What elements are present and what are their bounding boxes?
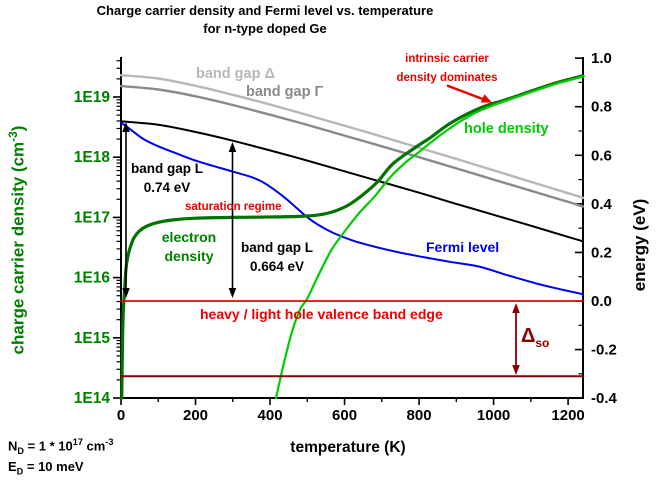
electron-density-label-line2: density	[164, 248, 214, 264]
curve-band-gap-delta	[119, 73, 585, 199]
band-gap-074-arrow	[122, 122, 130, 298]
y-left-tick-label: 1E18	[74, 149, 111, 166]
band-gap-L-300K-label-line1: band gap L	[241, 240, 313, 255]
band-gap-L-300K-label-line2: 0.664 eV	[249, 259, 305, 274]
y-left-axis-title-exponent: -3	[6, 131, 20, 142]
band-gap-L-0K-label-line1: band gap L	[131, 161, 203, 176]
band-gap-0664-arrow	[228, 142, 237, 298]
y-left-tick-label: 1E19	[74, 89, 111, 106]
intrinsic-carrier-label-line1: intrinsic carrier	[405, 53, 489, 65]
y-right-tick-label: -0.4	[591, 390, 618, 407]
donor-density-symbol: N	[8, 438, 18, 454]
x-tick-label: 800	[407, 407, 432, 424]
y-left-tick-label: 1E15	[74, 330, 111, 347]
curve-electron-density	[120, 74, 585, 400]
x-tick-label: 1000	[477, 407, 510, 424]
y-left-tick-label: 1E17	[74, 209, 110, 226]
x-tick-label: 200	[183, 407, 208, 424]
delta-so-subscript: so	[535, 336, 550, 350]
donor-energy-symbol: E	[8, 459, 17, 474]
y-left-tick-label: 1E16	[74, 270, 111, 287]
curve-hole-density	[274, 75, 585, 400]
delta-so-label: Δso	[521, 325, 549, 351]
y-right-tick-label: 1.0	[591, 50, 612, 67]
intrinsic-pointer-arrow	[446, 84, 492, 103]
donor-density-symbol-sub: D	[17, 445, 24, 456]
donor-density-unit: cm	[82, 438, 106, 454]
band-gap-L-300K-label: band gap L 0.664 eV	[236, 238, 318, 276]
x-axis-title: temperature (K)	[290, 439, 406, 456]
x-tick-label: 600	[332, 407, 357, 424]
curve-fermi-level	[120, 121, 584, 296]
chart-title-line1: Charge carrier density and Fermi level v…	[96, 3, 434, 18]
donor-density-unit-exponent: -3	[105, 437, 114, 447]
y-left-axis-title-main: charge carrier density (cm	[8, 141, 28, 355]
electron-density-label-line1: electron	[161, 229, 217, 245]
band-gap-gamma-label: band gap Γ	[246, 84, 324, 100]
band-gap-L-0K-label: band gap L 0.74 eV	[126, 159, 208, 197]
y-right-tick-label: 0.8	[591, 99, 612, 116]
y-left-axis-title-close: )	[8, 125, 28, 132]
y-right-tick-label: 0.6	[591, 147, 612, 164]
chart-title-line2: for n-type doped Ge	[203, 21, 327, 36]
curve-band-gap-gamma	[119, 84, 585, 208]
saturation-regime-label: saturation regime	[185, 201, 282, 213]
donor-density-value: = 1 * 10	[23, 438, 73, 454]
x-tick-label: 0	[117, 407, 125, 424]
intrinsic-carrier-label: intrinsic carrier density dominates	[391, 50, 503, 88]
y-left-axis-title: charge carrier density (cm-3)	[6, 70, 29, 410]
donor-density-exponent: 17	[72, 437, 83, 447]
intrinsic-carrier-label-line2: density dominates	[396, 72, 498, 84]
y-right-tick-label: 0.2	[591, 244, 612, 261]
x-tick-label: 1200	[551, 407, 584, 424]
donor-energy-symbol-sub: D	[16, 466, 24, 477]
y-right-axis-title: energy (eV)	[630, 198, 649, 292]
hole-density-label: hole density	[464, 121, 549, 137]
fermi-level-label: Fermi level	[426, 239, 500, 255]
generated-plot-content: 0 200 400 600 800 1000 1200 1E19 1E18 1E17 1E16 1E1…	[74, 50, 618, 424]
y-left-tick-label: 1E14	[74, 390, 111, 407]
x-tick-label: 400	[258, 407, 283, 424]
band-gap-L-0K-label-line2: 0.74 eV	[143, 180, 191, 195]
donor-density-annotation: ND = 1 * 1017 cm-3	[8, 437, 113, 456]
y-right-tick-label: 0.4	[591, 196, 613, 213]
donor-energy-annotation: ED = 10 meV	[8, 459, 84, 477]
delta-so-symbol: Δ	[521, 325, 536, 347]
annotation-arrows	[122, 84, 520, 375]
delta-so-arrow	[512, 303, 520, 375]
y-right-tick-label: -0.2	[591, 342, 617, 359]
curve-band-gap-l	[120, 120, 584, 243]
valence-band-edge-label: heavy / light hole valence band edge	[200, 306, 443, 322]
electron-density-label: electron density	[148, 228, 230, 266]
donor-energy-value: = 10 meV	[23, 459, 84, 474]
band-gap-delta-label: band gap Δ	[196, 66, 275, 82]
y-right-tick-label: 0.0	[591, 293, 612, 310]
